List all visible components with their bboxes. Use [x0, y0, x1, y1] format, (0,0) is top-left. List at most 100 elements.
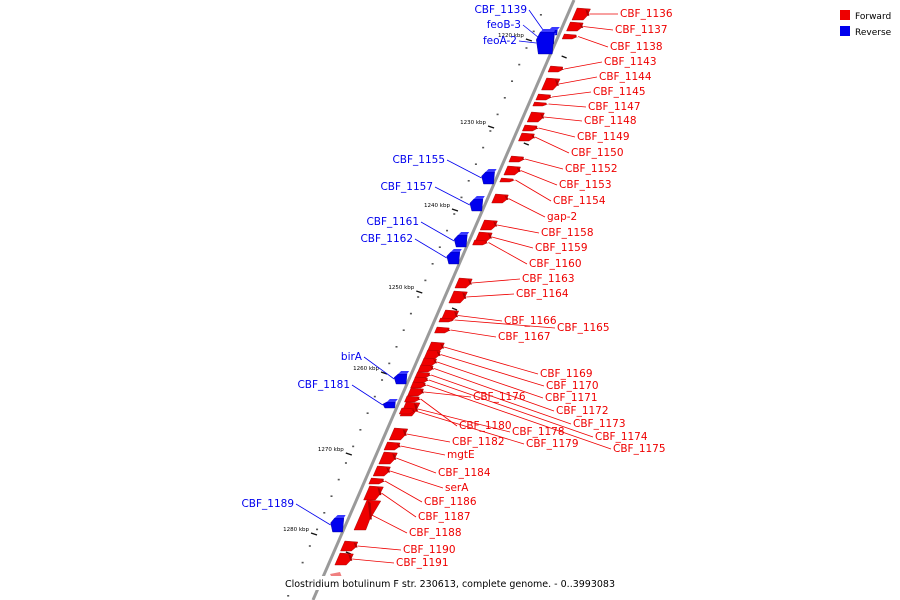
gene-label-cbf-1159[interactable]: CBF_1159	[535, 242, 588, 254]
gene-label-cbf-1184[interactable]: CBF_1184	[438, 467, 491, 479]
gene-label-cbf-1162[interactable]: CBF_1162	[360, 233, 413, 245]
gene-label-cbf-1143[interactable]: CBF_1143	[604, 56, 657, 68]
gene-label-cbf-1187[interactable]: CBF_1187	[418, 511, 471, 523]
gene-label-cbf-1136[interactable]: CBF_1136	[620, 8, 673, 20]
gene-label-cbf-1154[interactable]: CBF_1154	[553, 195, 606, 207]
gene-arrow-cbf-1186[interactable]	[368, 477, 384, 485]
gene-arrow-cbf-1167[interactable]	[434, 326, 450, 334]
gene-label-cbf-1160[interactable]: CBF_1160	[529, 258, 582, 270]
gene-label-cbf-1182[interactable]: CBF_1182	[452, 436, 505, 448]
gene-label-cbf-1179[interactable]: CBF_1179	[526, 438, 579, 450]
gene-label-cbf-1190[interactable]: CBF_1190	[403, 544, 456, 556]
gene-arrow-cbf-1182[interactable]	[388, 427, 409, 441]
gene-label-cbf-1167[interactable]: CBF_1167	[498, 331, 551, 343]
gene-label-bira[interactable]: birA	[341, 351, 363, 363]
gene-label-cbf-1174[interactable]: CBF_1174	[595, 431, 648, 443]
gene-label-gap-2[interactable]: gap-2	[547, 211, 577, 223]
gene-arrow-cbf-1171[interactable]	[420, 357, 437, 367]
gene-arrow-mgte[interactable]	[383, 441, 401, 451]
gene-arrow-cbf-1179[interactable]	[398, 407, 415, 415]
gene-label-cbf-1157[interactable]: CBF_1157	[380, 181, 433, 193]
gene-arrow-bira[interactable]	[393, 373, 408, 385]
gene-label-cbf-1173[interactable]: CBF_1173	[573, 418, 626, 430]
gene-arrow-cbf-1181[interactable]	[382, 401, 396, 409]
gene-arrow-cbf-1144[interactable]	[541, 77, 561, 91]
gene-label-cbf-1181[interactable]: CBF_1181	[297, 379, 350, 391]
gene-label-cbf-1147[interactable]: CBF_1147	[588, 101, 641, 113]
gene-arrow-cbf-1184[interactable]	[378, 451, 398, 465]
gene-arrow-cbf-1145[interactable]	[535, 93, 551, 101]
gene-arrow-cbf-1150[interactable]	[518, 132, 535, 142]
gene-arrow-cbf-1149[interactable]	[522, 124, 538, 132]
gene-arrow-cbf-1188[interactable]	[353, 499, 382, 531]
gene-label-cbf-1149[interactable]: CBF_1149	[577, 131, 630, 143]
gene-arrow-cbf-1157[interactable]	[469, 198, 484, 212]
gene-label-cbf-1145[interactable]: CBF_1145	[593, 86, 646, 98]
gene-label-cbf-1186[interactable]: CBF_1186	[424, 496, 477, 508]
gene-arrow-cbf-1190[interactable]	[340, 540, 359, 552]
gene-label-sera[interactable]: serA	[445, 482, 469, 494]
gene-label-cbf-1163[interactable]: CBF_1163	[522, 273, 575, 285]
gene-label-cbf-1178[interactable]: CBF_1178	[512, 426, 565, 438]
gene-label-cbf-1158[interactable]: CBF_1158	[541, 227, 594, 239]
gene-arrow-cbf-1189[interactable]	[330, 517, 345, 533]
gene-label-cbf-1153[interactable]: CBF_1153	[559, 179, 612, 191]
gene-arrow-shade	[446, 328, 451, 331]
gene-label-cbf-1188[interactable]: CBF_1188	[409, 527, 462, 539]
gene-arrow-cbf-1136[interactable]	[571, 7, 591, 21]
gene-arrow-cbf-1163[interactable]	[454, 277, 473, 289]
gene-arrow-cbf-1147[interactable]	[532, 101, 547, 107]
gene-arrow-cbf-1172[interactable]	[417, 364, 434, 373]
gene-label-cbf-1155[interactable]: CBF_1155	[392, 154, 445, 166]
gene-label-cbf-1189[interactable]: CBF_1189	[241, 498, 294, 510]
gene-arrow-cbf-1180[interactable]	[404, 395, 420, 403]
leader-line	[396, 457, 437, 474]
gene-label-cbf-1137[interactable]: CBF_1137	[615, 24, 668, 36]
gene-arrow-sera[interactable]	[372, 465, 391, 477]
gene-arrow-cbf-1164[interactable]	[448, 290, 468, 304]
gene-arrow-cbf-1176[interactable]	[407, 387, 424, 397]
gene-label-cbf-1171[interactable]: CBF_1171	[545, 392, 598, 404]
gene-label-cbf-1191[interactable]: CBF_1191	[396, 557, 449, 569]
gene-label-feob-3[interactable]: feoB-3	[487, 19, 521, 31]
gene-label-cbf-1176[interactable]: CBF_1176	[473, 391, 526, 403]
gene-label-mgte[interactable]: mgtE	[447, 449, 475, 461]
gene-label-cbf-1161[interactable]: CBF_1161	[366, 216, 419, 228]
gene-arrow-cbf-1137[interactable]	[566, 21, 584, 32]
gene-arrow-cbf-1154[interactable]	[499, 177, 514, 183]
gene-arrow-cbf-1165[interactable]	[438, 317, 453, 323]
gene-arrow-cbf-1161[interactable]	[453, 234, 468, 248]
gene-arrow-gap-2[interactable]	[491, 193, 509, 204]
gene-arrow-cbf-1153[interactable]	[503, 165, 521, 176]
gene-label-cbf-1170[interactable]: CBF_1170	[546, 380, 599, 392]
gene-label-cbf-1166[interactable]: CBF_1166	[504, 315, 557, 327]
gene-label-cbf-1169[interactable]: CBF_1169	[540, 368, 593, 380]
gene-label-cbf-1138[interactable]: CBF_1138	[610, 41, 663, 53]
gene-arrow-cbf-1162[interactable]	[446, 251, 461, 265]
gene-label-cbf-1150[interactable]: CBF_1150	[571, 147, 624, 159]
gene-label-cbf-1164[interactable]: CBF_1164	[516, 288, 569, 300]
gene-arrow-cbf-1152[interactable]	[508, 155, 524, 163]
genome-axis	[311, 0, 576, 600]
gene-label-cbf-1148[interactable]: CBF_1148	[584, 115, 637, 127]
gene-label-cbf-1144[interactable]: CBF_1144	[599, 71, 652, 83]
axis-tick-label: 1230 kbp	[460, 120, 486, 126]
gene-arrow-cbf-1158[interactable]	[479, 219, 498, 231]
gene-arrow-cbf-1138[interactable]	[561, 33, 577, 40]
gene-arrow-cbf-1160[interactable]	[472, 239, 487, 246]
gene-arrow-cbf-1148[interactable]	[526, 111, 545, 123]
gene-arrow-feoa-2[interactable]	[536, 31, 555, 55]
gene-arrow-cbf-1143[interactable]	[547, 65, 564, 73]
gene-arrow-cbf-1175[interactable]	[410, 381, 426, 389]
gene-label-feoa-2[interactable]: feoA-2	[483, 35, 517, 47]
gene-label-cbf-1172[interactable]: CBF_1172	[556, 405, 609, 417]
gene-label-cbf-1139[interactable]: CBF_1139	[474, 4, 527, 16]
gene-arrow-cbf-1170[interactable]	[423, 349, 441, 360]
gene-arrow-cbf-1191[interactable]	[334, 552, 354, 566]
gene-label-cbf-1152[interactable]: CBF_1152	[565, 163, 618, 175]
minor-tick	[503, 97, 506, 99]
gene-arrow-cbf-1155[interactable]	[481, 171, 495, 185]
gene-label-cbf-1180[interactable]: CBF_1180	[459, 420, 512, 432]
gene-label-cbf-1165[interactable]: CBF_1165	[557, 322, 610, 334]
gene-label-cbf-1175[interactable]: CBF_1175	[613, 443, 666, 455]
